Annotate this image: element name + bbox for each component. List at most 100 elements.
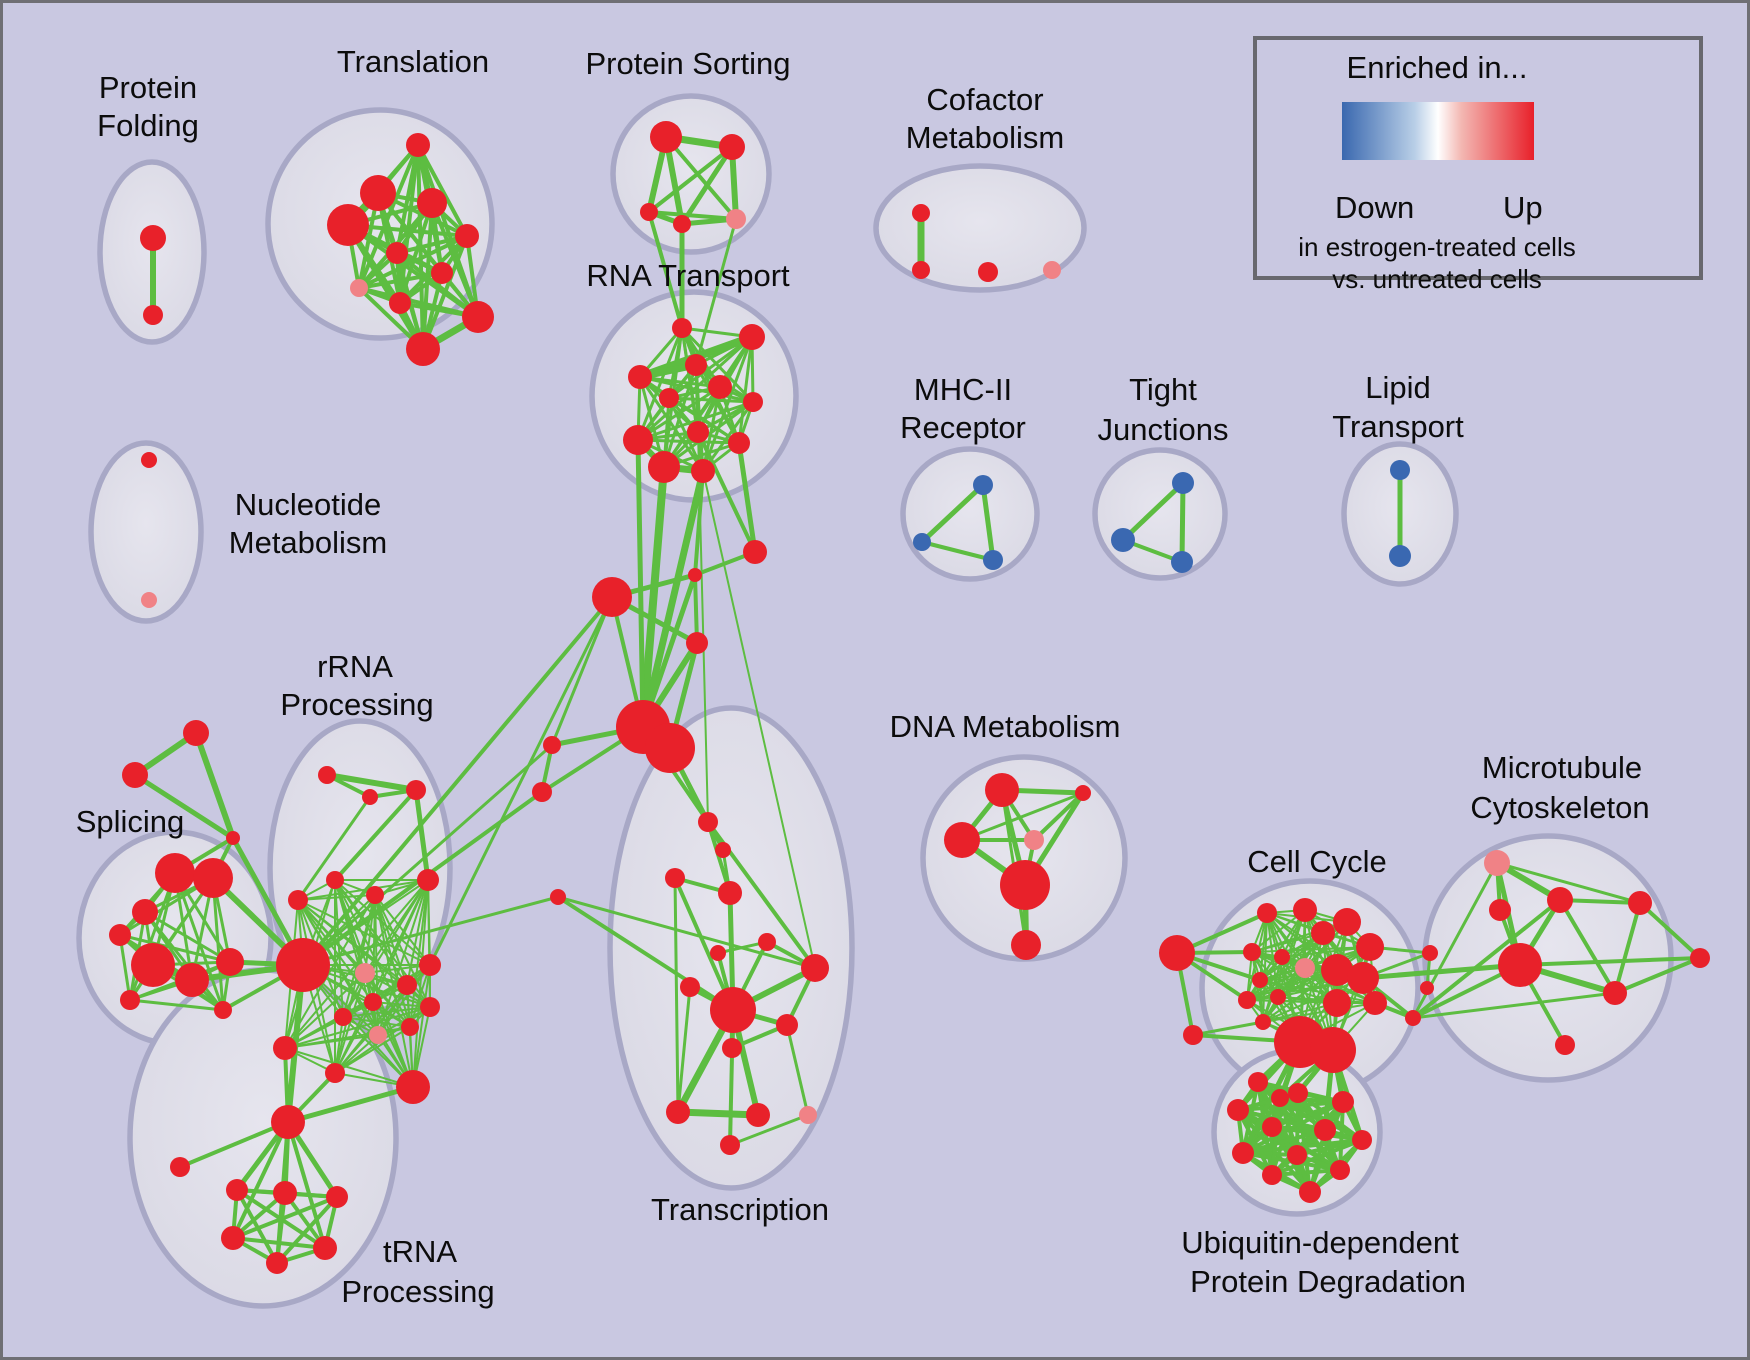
label-cytoskeleton: Cytoskeleton	[1470, 790, 1649, 825]
legend-box: Enriched in... Down Up in estrogen-treat…	[1253, 36, 1703, 294]
node-31-up	[728, 432, 750, 454]
node-99-up	[746, 1103, 770, 1127]
edge-75-79	[297, 899, 431, 966]
node-66-up	[406, 780, 426, 800]
node-15-up	[640, 203, 658, 221]
node-138-up	[1489, 899, 1511, 921]
node-146-up	[1332, 1091, 1354, 1113]
node-85-up	[226, 1179, 248, 1201]
node-43-down	[1390, 460, 1410, 480]
edge-116-128	[1304, 909, 1338, 1004]
node-45-up	[688, 568, 702, 582]
node-88-up	[221, 1226, 245, 1250]
label-cofactor: Cofactor	[926, 82, 1043, 117]
edge-30-48	[635, 437, 646, 730]
edge-114-130	[1191, 1020, 1265, 1037]
edge-74-82	[409, 879, 429, 1028]
edge-154-156	[1278, 1096, 1342, 1172]
edge-129-130	[1262, 1002, 1376, 1023]
edge-133-137	[1411, 898, 1562, 1020]
node-13-up	[650, 121, 682, 153]
edge-78-82	[412, 879, 429, 1088]
node-56-up	[175, 963, 209, 997]
node-143-up	[1555, 1035, 1575, 1055]
node-124-up	[1347, 962, 1379, 994]
edge-87-90	[275, 1195, 339, 1265]
node-62-up	[214, 1001, 232, 1019]
label-protein-degradation: Protein Degradation	[1190, 1264, 1466, 1299]
node-100-up-light	[799, 1106, 817, 1124]
cluster-tight-junctions	[1092, 447, 1228, 581]
edge-26-30	[636, 385, 722, 442]
label-tight: Tight	[1129, 372, 1197, 407]
edge-29-102	[697, 431, 709, 823]
legend-down-label: Down	[1335, 190, 1415, 225]
node-156-up	[1271, 1089, 1289, 1107]
edge-72-80	[334, 879, 344, 1018]
edge-15-22	[647, 210, 684, 330]
node-107-up	[985, 773, 1019, 807]
node-17-up-light	[726, 209, 746, 229]
label-transport: Transport	[1332, 409, 1464, 444]
node-26-up	[708, 375, 732, 399]
edge-38-39	[920, 540, 995, 562]
edge-50-67	[301, 743, 554, 967]
edge-22-28	[680, 326, 755, 404]
node-76-up	[273, 1036, 297, 1060]
edge-5-12	[345, 222, 426, 352]
edge-13-17	[664, 135, 738, 221]
edge-28-30	[636, 400, 755, 442]
edge-155-156	[1278, 1096, 1312, 1194]
node-78-up	[396, 1070, 430, 1104]
node-12-up	[406, 332, 440, 366]
edge-17-24	[694, 217, 738, 367]
node-155-up	[1299, 1181, 1321, 1203]
edge-72-74	[342, 1016, 411, 1028]
node-105-up	[718, 881, 742, 905]
edge-120-128	[1251, 951, 1338, 1004]
label-processing: Processing	[341, 1274, 494, 1309]
edge-78-79	[297, 899, 414, 1088]
node-89-up	[313, 1236, 337, 1260]
edge-104-98	[673, 876, 680, 1114]
edge-75-82	[427, 879, 431, 966]
node-9-up-light	[350, 279, 368, 297]
node-61-up	[109, 924, 131, 946]
edge-104-95	[673, 876, 735, 1012]
node-34-up	[743, 540, 767, 564]
edge-27-28	[667, 396, 755, 404]
node-110-up-light	[1024, 830, 1044, 850]
node-75-up	[419, 954, 441, 976]
node-1-up	[143, 305, 163, 325]
edge-106-95	[556, 895, 735, 1012]
label-translation: Translation	[337, 44, 489, 79]
node-136-up-light	[1484, 850, 1510, 876]
node-21-up-light	[1043, 261, 1061, 279]
node-125-up	[1252, 972, 1268, 988]
edge-153-154	[1270, 1168, 1342, 1177]
edge-74-76	[284, 1026, 411, 1049]
node-103-up	[715, 842, 731, 858]
node-22-up	[672, 318, 692, 338]
node-30-up	[623, 425, 653, 455]
node-108-up	[1075, 785, 1091, 801]
node-39-down	[983, 550, 1003, 570]
label-junctions: Junctions	[1098, 412, 1229, 447]
node-148-up	[1262, 1117, 1282, 1137]
edge-102-105	[706, 820, 732, 895]
node-42-down	[1171, 551, 1193, 573]
edge-78-83	[285, 1084, 416, 1125]
node-50-up	[543, 736, 561, 754]
label-metabolism: Metabolism	[229, 525, 388, 560]
node-3-up	[360, 175, 396, 211]
label-cell-cycle: Cell Cycle	[1247, 844, 1387, 879]
node-20-up	[978, 262, 998, 282]
node-121-up	[1274, 949, 1290, 965]
edge-133-140	[1411, 991, 1617, 1020]
node-53-up	[122, 762, 148, 788]
node-153-up	[1262, 1165, 1282, 1185]
node-71-up	[420, 997, 440, 1017]
cluster-nucleotide-metabolism	[88, 440, 204, 624]
node-111-up	[1000, 860, 1050, 910]
